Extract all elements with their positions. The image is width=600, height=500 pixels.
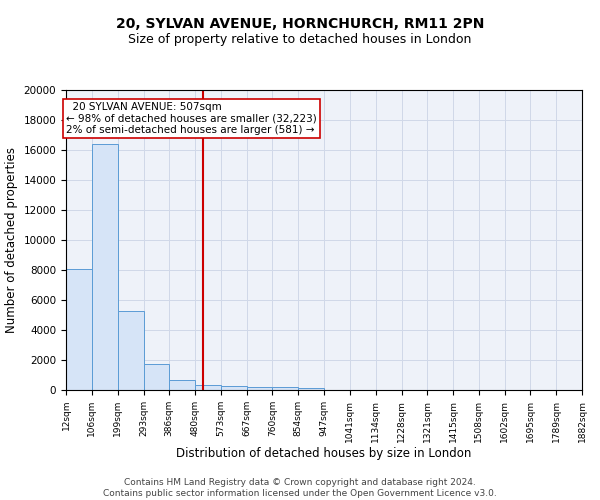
Bar [169,380,195,390]
Bar [247,387,272,390]
Bar [118,310,143,390]
Bar [92,144,118,390]
Bar [66,268,92,390]
Y-axis label: Number of detached properties: Number of detached properties [5,147,18,333]
Text: Size of property relative to detached houses in London: Size of property relative to detached ho… [128,32,472,46]
Bar [143,364,169,390]
Bar [272,388,298,390]
Text: 20, SYLVAN AVENUE, HORNCHURCH, RM11 2PN: 20, SYLVAN AVENUE, HORNCHURCH, RM11 2PN [116,18,484,32]
Bar [221,386,247,390]
Bar [195,386,221,390]
X-axis label: Distribution of detached houses by size in London: Distribution of detached houses by size … [176,448,472,460]
Text: Contains HM Land Registry data © Crown copyright and database right 2024.
Contai: Contains HM Land Registry data © Crown c… [103,478,497,498]
Bar [298,388,324,390]
Text: 20 SYLVAN AVENUE: 507sqm
← 98% of detached houses are smaller (32,223)
2% of sem: 20 SYLVAN AVENUE: 507sqm ← 98% of detach… [66,102,317,135]
